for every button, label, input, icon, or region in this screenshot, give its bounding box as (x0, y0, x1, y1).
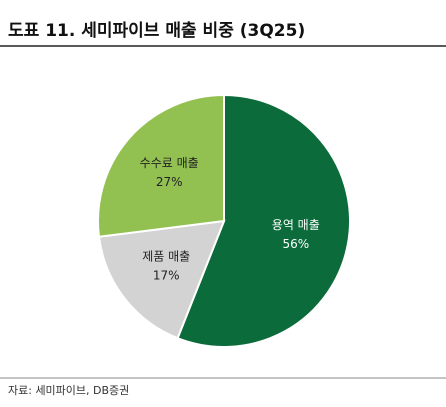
value-label: 27% (156, 175, 183, 189)
slice-label: 수수료 매출 (140, 156, 199, 170)
source: 자료: 세미파이브, DB증권 (8, 384, 129, 397)
value-label: 17% (153, 268, 180, 282)
slice-label: 용역 매출 (272, 218, 320, 232)
pie-slice (97, 93, 225, 238)
value-label: 56% (282, 237, 309, 251)
chart-title: 도표 11. 세미파이브 매출 비중 (3Q25) (8, 21, 305, 41)
pie-slice (97, 219, 226, 340)
slice-label: 제품 매출 (142, 249, 190, 263)
pie-slice (176, 93, 351, 348)
